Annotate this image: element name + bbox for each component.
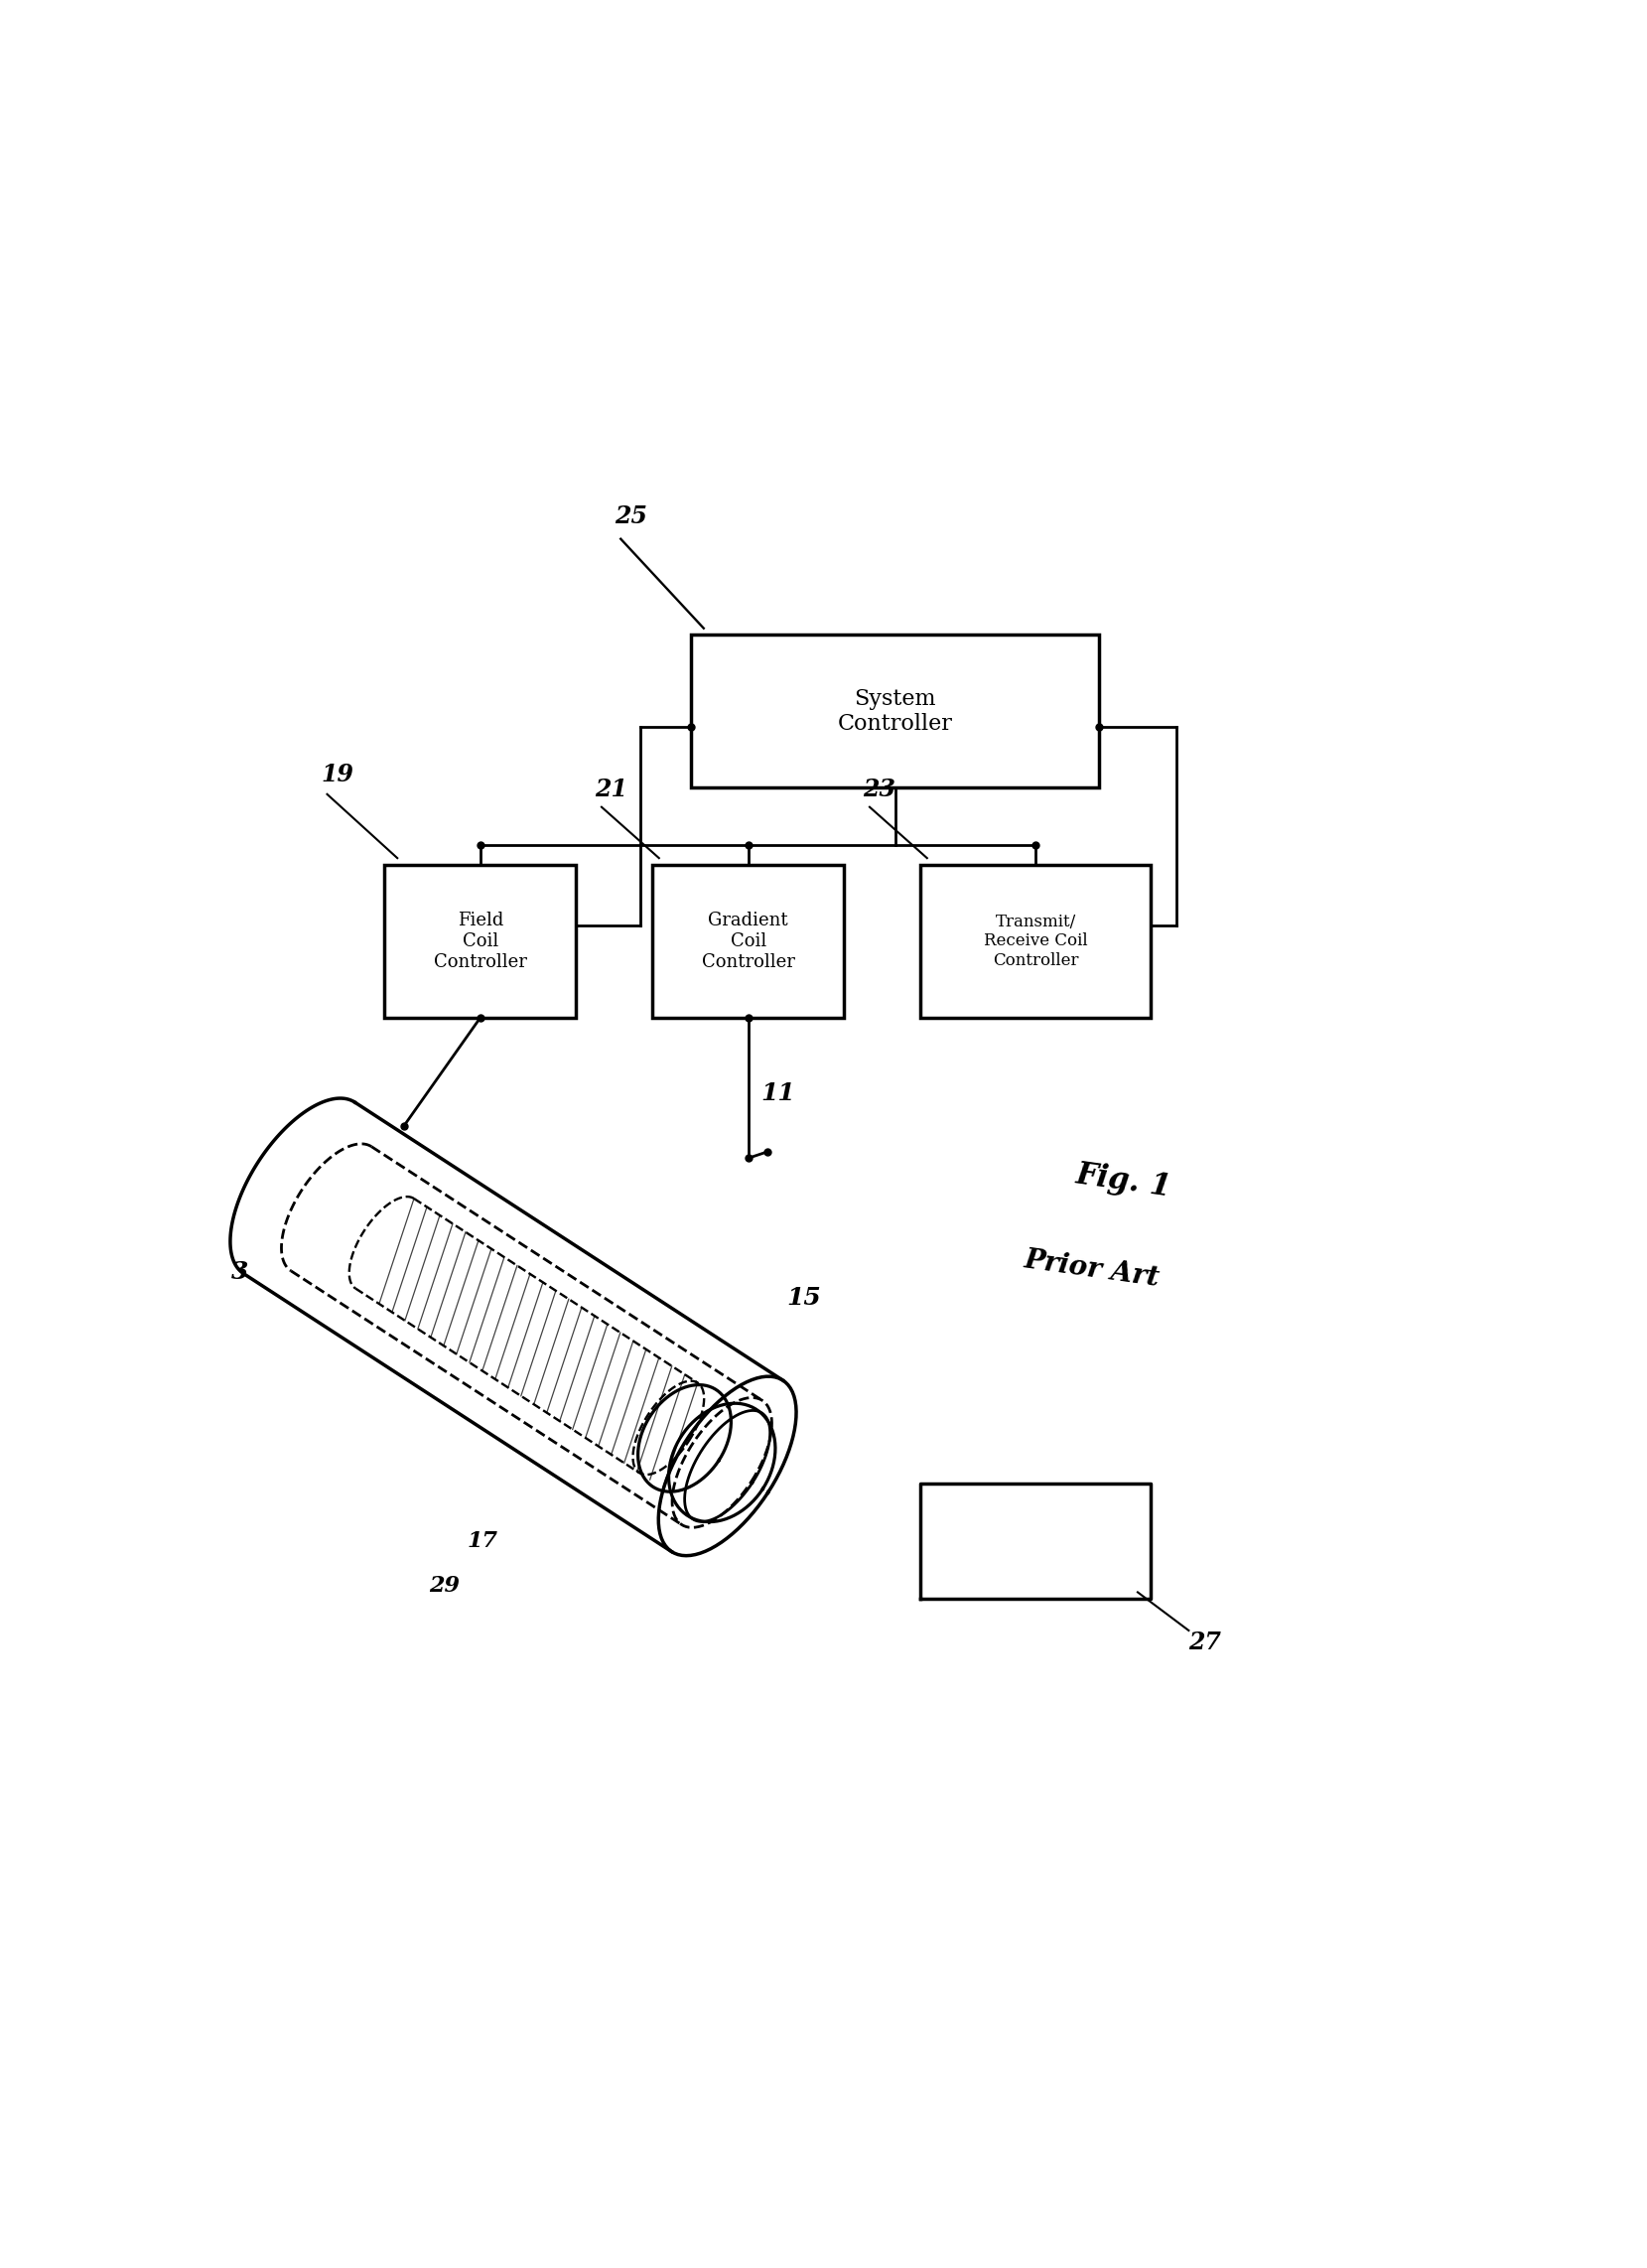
Text: 17: 17 — [468, 1531, 499, 1554]
Text: 19: 19 — [321, 762, 354, 787]
Text: 3: 3 — [231, 1261, 249, 1284]
FancyBboxPatch shape — [921, 864, 1151, 1018]
FancyBboxPatch shape — [692, 635, 1100, 787]
Text: 25: 25 — [614, 506, 647, 528]
FancyBboxPatch shape — [652, 864, 845, 1018]
Text: 11: 11 — [761, 1082, 796, 1105]
Text: 27: 27 — [1189, 1631, 1222, 1656]
Text: 21: 21 — [595, 778, 628, 803]
Text: Prior Art: Prior Art — [1023, 1245, 1161, 1293]
Text: System
Controller: System Controller — [838, 687, 952, 735]
Text: Transmit/
Receive Coil
Controller: Transmit/ Receive Coil Controller — [983, 914, 1087, 968]
Text: Gradient
Coil
Controller: Gradient Coil Controller — [702, 912, 796, 971]
Text: 15: 15 — [787, 1286, 822, 1311]
Text: 23: 23 — [863, 778, 896, 803]
Text: Field
Coil
Controller: Field Coil Controller — [433, 912, 527, 971]
Text: 29: 29 — [430, 1576, 460, 1597]
FancyBboxPatch shape — [385, 864, 576, 1018]
Text: Fig. 1: Fig. 1 — [1074, 1159, 1174, 1204]
